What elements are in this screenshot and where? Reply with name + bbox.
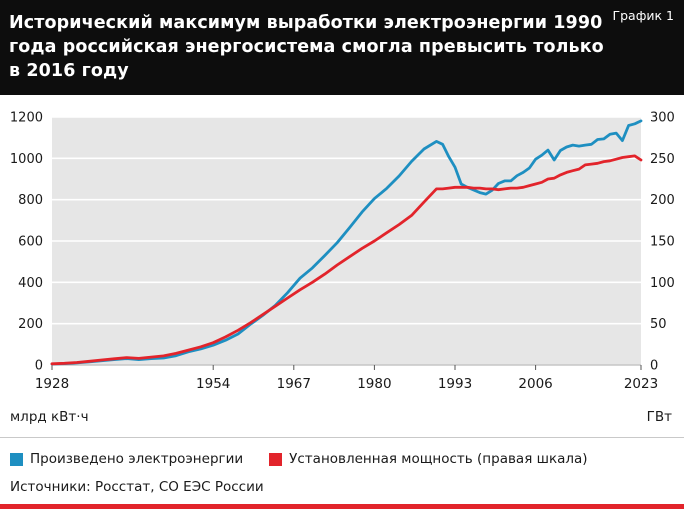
y-axis-right-tick-label: 250	[650, 152, 675, 167]
left-axis-unit-label: млрд кВт·ч	[10, 409, 89, 426]
y-axis-left-tick-label: 1200	[10, 111, 43, 126]
chart-number-label: График 1	[612, 8, 674, 23]
right-axis-unit-label: ГВт	[646, 409, 672, 426]
y-axis-right-tick-label: 100	[650, 276, 675, 291]
y-axis-right-tick-label: 50	[650, 318, 667, 333]
y-axis-right-tick-label: 300	[650, 111, 675, 126]
axis-units-row: млрд кВт·ч ГВт	[0, 409, 684, 425]
y-axis-left-tick-label: 400	[18, 276, 43, 291]
x-axis-tick-label: 2023	[624, 376, 658, 392]
x-axis-tick-label: 1980	[357, 376, 391, 392]
bottom-accent-bar	[0, 504, 684, 509]
x-axis-tick-label: 1928	[35, 376, 69, 392]
x-axis-tick-label: 1967	[277, 376, 311, 392]
legend-item-production: Произведено электроэнергии	[10, 451, 243, 467]
title-bar: Исторический максимум выработки электроэ…	[0, 0, 684, 96]
x-axis-tick-label: 1954	[196, 376, 230, 392]
x-axis-tick-label: 1993	[438, 376, 472, 392]
y-axis-right-tick-label: 200	[650, 194, 675, 209]
y-axis-left-tick-label: 800	[18, 194, 43, 209]
y-axis-left-tick-label: 0	[35, 359, 43, 374]
line-chart: 0 200 400 600 800 1000 1200 0 50 100 150 200 250 300 1…	[10, 111, 675, 393]
series-line-production	[50, 119, 643, 366]
legend-item-capacity: Установленная мощность (правая шкала)	[269, 451, 588, 468]
legend-label-production: Произведено электроэнергии	[30, 451, 244, 468]
page-title: Исторический максимум выработки электроэ…	[9, 13, 604, 82]
capacity-color-swatch	[269, 452, 283, 466]
legend-label-capacity: Установленная мощность (правая шкала)	[289, 451, 588, 468]
sources-note: Источники: Росстат, СО ЕЭС России	[10, 479, 264, 496]
chart-area: 0 200 400 600 800 1000 1200 0 50 100 150 200 250 300 1…	[0, 103, 684, 407]
y-axis-left-tick-label: 200	[18, 318, 43, 333]
y-axis-left-tick-label: 1000	[10, 152, 43, 167]
y-axis-left-tick-label: 600	[18, 235, 43, 250]
series-line-capacity	[50, 154, 643, 366]
y-axis-right-tick-label: 150	[650, 235, 675, 250]
legend-divider	[0, 437, 684, 439]
production-color-swatch	[10, 452, 23, 466]
y-axis-right-tick-label: 0	[650, 359, 658, 374]
x-axis-tick-label: 2006	[518, 376, 552, 392]
legend: Произведено электроэнергии Установленная…	[0, 438, 684, 467]
